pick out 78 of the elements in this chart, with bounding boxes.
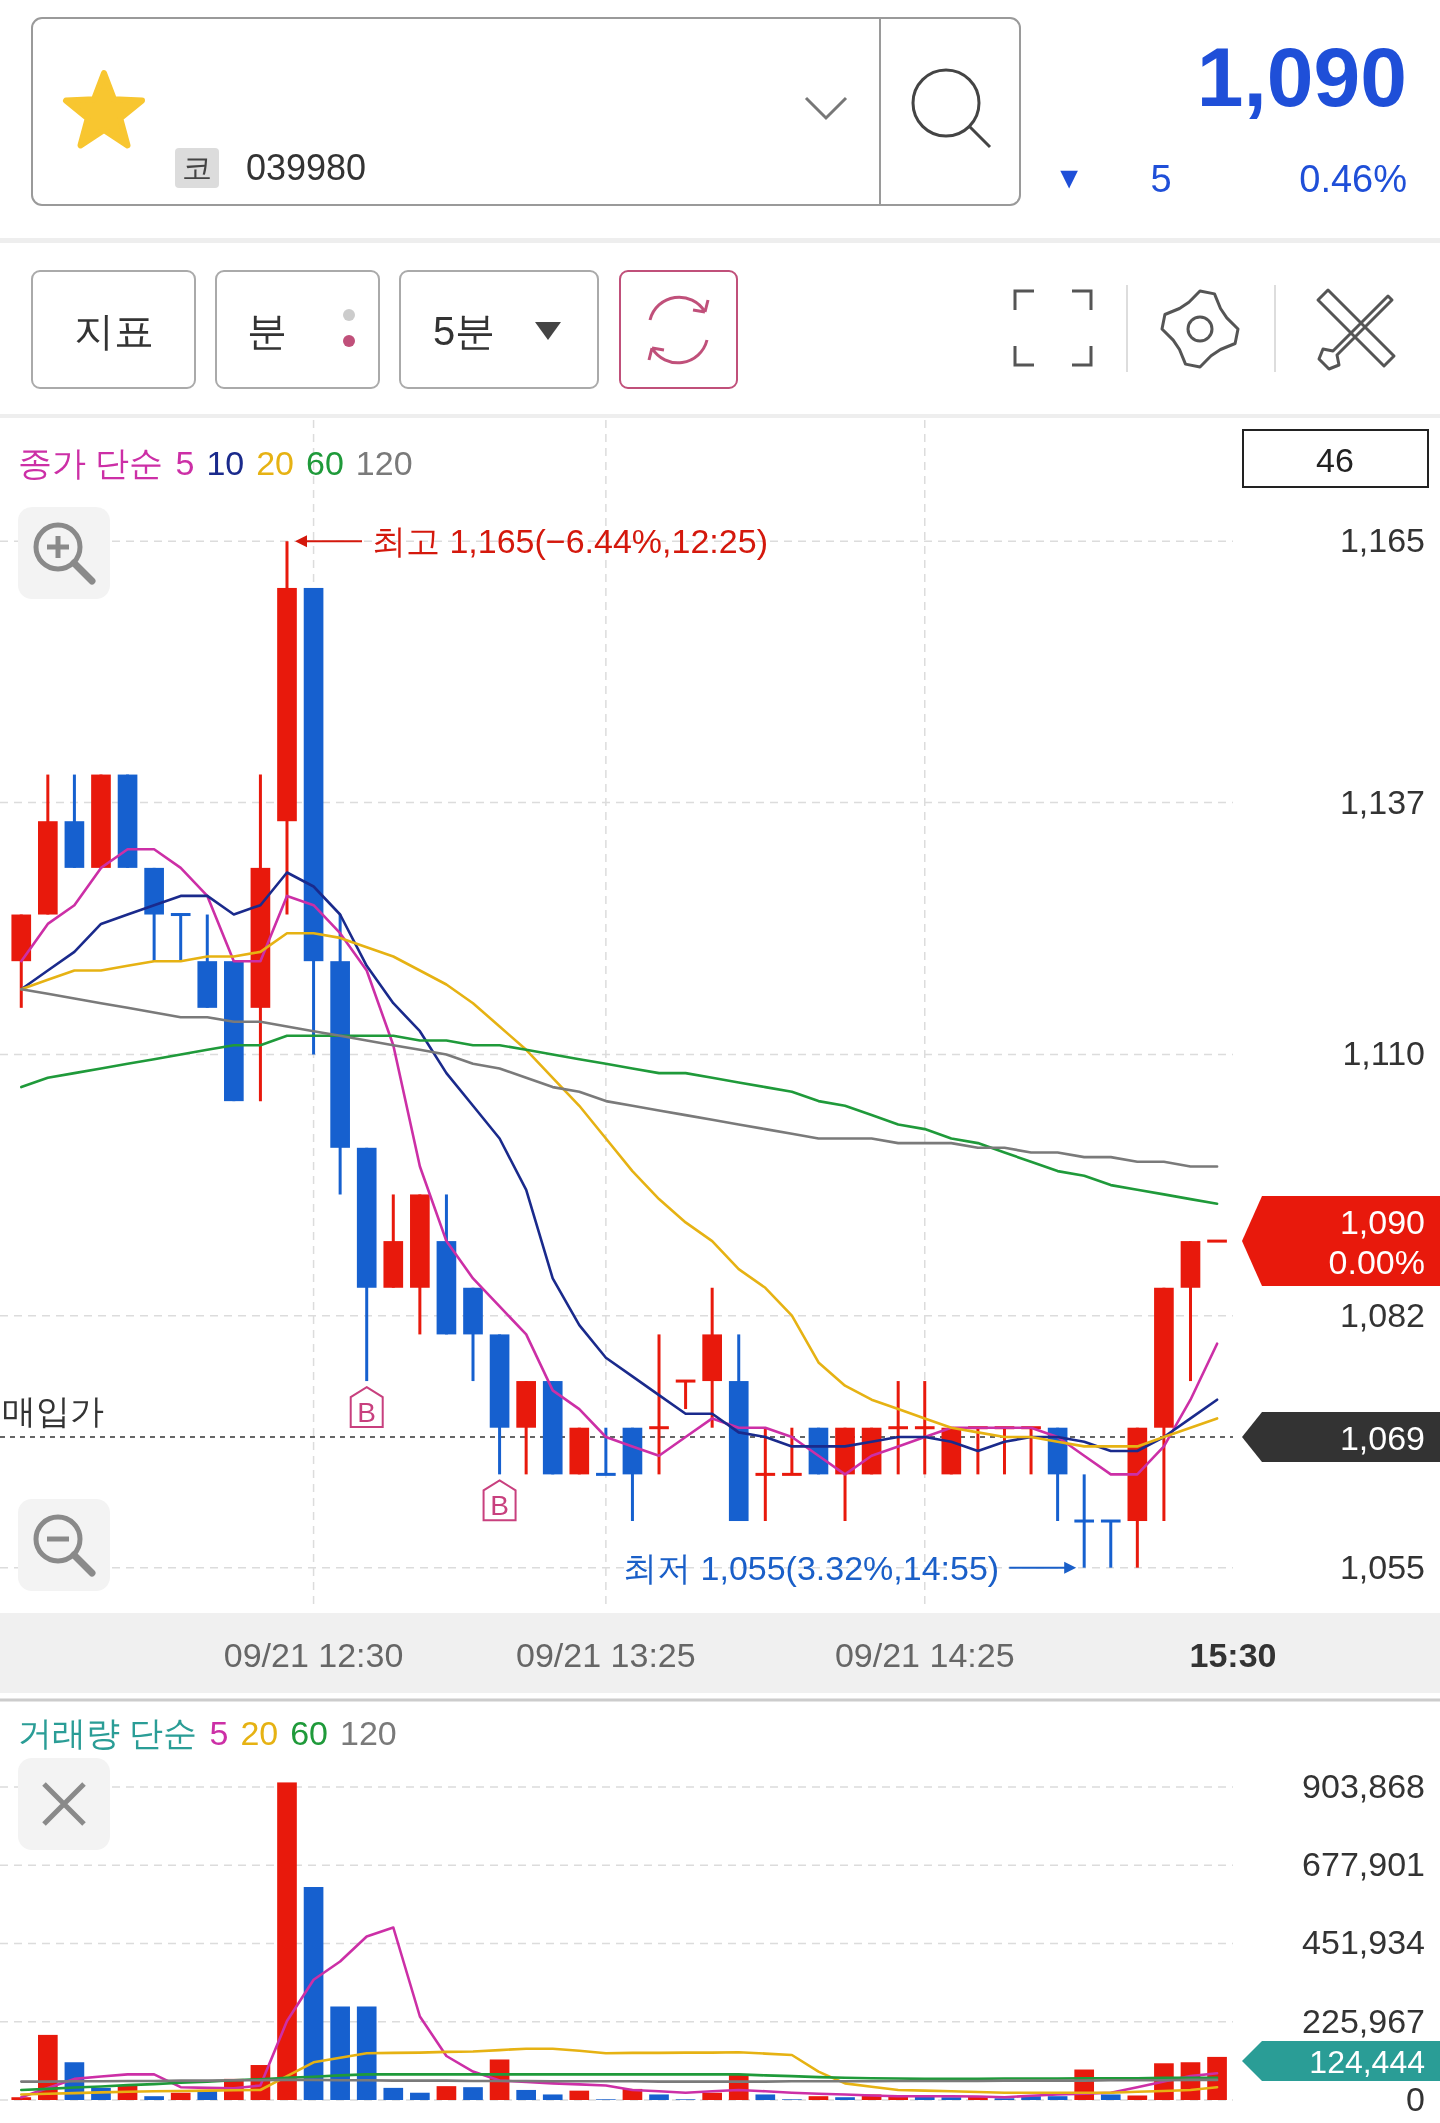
candlestick <box>782 1427 802 1476</box>
candlestick <box>596 1427 616 1476</box>
text: 5 <box>175 444 195 482</box>
candlestick <box>1100 1519 1121 1568</box>
candlestick <box>914 1381 935 1475</box>
candlestick <box>649 1334 669 1475</box>
x-tick-label: 09/21 12:30 <box>223 1636 404 1674</box>
text: 46 <box>1316 441 1354 479</box>
text: 5분 <box>432 309 496 353</box>
candlestick <box>888 1381 909 1475</box>
bar <box>463 2087 483 2100</box>
y-tick-label: 677,901 <box>1302 1845 1425 1884</box>
bar <box>170 2092 191 2100</box>
text: 0.46% <box>1299 158 1407 200</box>
annotation: 최저 1,055(3.32%,14:55) <box>623 1548 1000 1587</box>
bar <box>649 2094 669 2100</box>
candlestick <box>1074 1474 1095 1568</box>
text: 1,069 <box>1339 1419 1425 1458</box>
candlestick <box>170 913 191 962</box>
y-tick-label: 1,055 <box>1339 1547 1425 1586</box>
legend-title: 거래량 단순 <box>18 1714 198 1752</box>
text: 039980 <box>246 147 367 188</box>
text: 15:30 <box>1189 1636 1277 1674</box>
text: 20 <box>240 1714 279 1752</box>
candlestick <box>675 1379 696 1411</box>
annotation: 최고 1,165(−6.44%,12:25) <box>371 522 768 561</box>
bar <box>277 1782 297 2100</box>
legend-title: 종가 단순 <box>18 444 164 482</box>
text: 5 <box>1150 158 1172 200</box>
y-tick-label: 1,082 <box>1339 1295 1425 1334</box>
x-tick-label: 09/21 14:25 <box>834 1636 1015 1674</box>
text: 60 <box>290 1714 329 1752</box>
line-series <box>20 2073 1219 2092</box>
annotation: B <box>490 1490 509 1522</box>
y-tick-label: 903,868 <box>1302 1766 1425 1805</box>
bar <box>755 2094 776 2100</box>
line-series <box>20 2047 1219 2096</box>
bar <box>330 2006 350 2100</box>
candlestick <box>755 1427 776 1522</box>
x-tick-label: 09/21 13:25 <box>516 1636 696 1674</box>
bar <box>11 2097 32 2100</box>
y-tick-label: 1,165 <box>1339 521 1425 560</box>
bar <box>144 2096 164 2100</box>
text: 지표 <box>74 309 154 353</box>
bar <box>835 2097 855 2100</box>
text: 60 <box>306 444 344 482</box>
bar <box>383 2087 404 2100</box>
bar <box>1127 2095 1148 2100</box>
bar <box>436 2086 457 2100</box>
bar <box>542 2094 563 2100</box>
bar <box>1047 2096 1068 2100</box>
text: 124,444 <box>1309 2043 1425 2080</box>
bar <box>808 2096 829 2100</box>
text: ▼ <box>1054 161 1084 194</box>
text: 코 <box>182 151 212 184</box>
bar <box>702 2092 722 2100</box>
y-tick-label: 225,967 <box>1302 2001 1425 2040</box>
line-series <box>20 987 1219 1168</box>
text: 분 <box>247 309 287 353</box>
bar <box>410 2092 430 2100</box>
y-tick-label: 1,110 <box>1342 1034 1425 1073</box>
bar <box>1100 2094 1121 2100</box>
bar <box>569 2090 590 2100</box>
text: 120 <box>355 444 413 482</box>
annotation: B <box>357 1397 377 1429</box>
y-tick-label: 0 <box>1406 2080 1425 2118</box>
text: 120 <box>340 1714 397 1752</box>
y-tick-label: 451,934 <box>1302 1923 1425 1962</box>
bar <box>303 1887 324 2100</box>
text: 1,090 0.00% <box>1328 1203 1425 1282</box>
text: 5 <box>209 1714 229 1752</box>
bar <box>516 2089 536 2100</box>
text: 20 <box>256 444 295 482</box>
line-series <box>20 1034 1219 1206</box>
ref-line-label: 매입가 <box>2 1392 104 1431</box>
text: 10 <box>206 444 245 482</box>
text: 1,090 <box>1196 30 1407 124</box>
y-tick-label: 1,137 <box>1339 782 1425 821</box>
